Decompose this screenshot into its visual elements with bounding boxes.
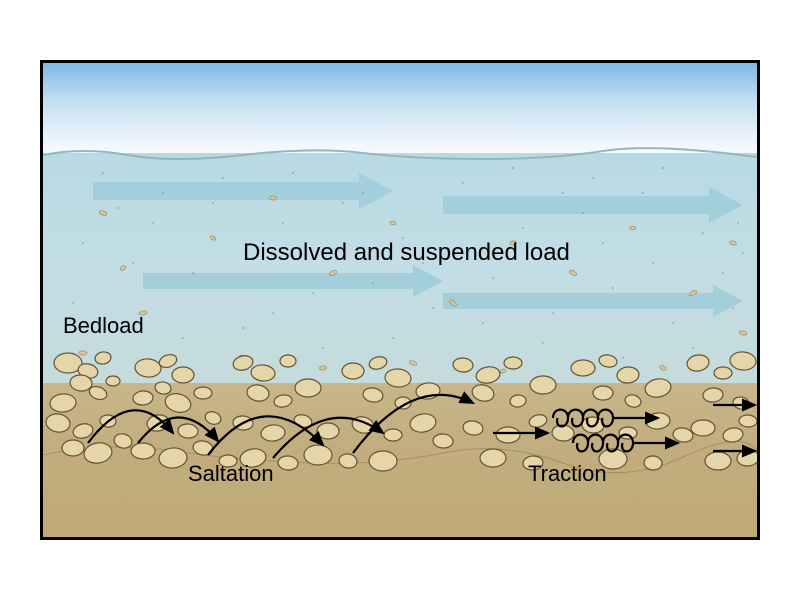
label-dissolved-suspended: Dissolved and suspended load: [243, 239, 570, 267]
label-saltation: Saltation: [188, 461, 274, 487]
sky-region: [43, 63, 757, 153]
label-bedload: Bedload: [63, 313, 144, 339]
riverbed-region: [43, 383, 757, 540]
label-traction: Traction: [528, 461, 607, 487]
diagram-frame: Dissolved and suspended load Bedload Sal…: [40, 60, 760, 540]
water-region: [43, 153, 757, 383]
